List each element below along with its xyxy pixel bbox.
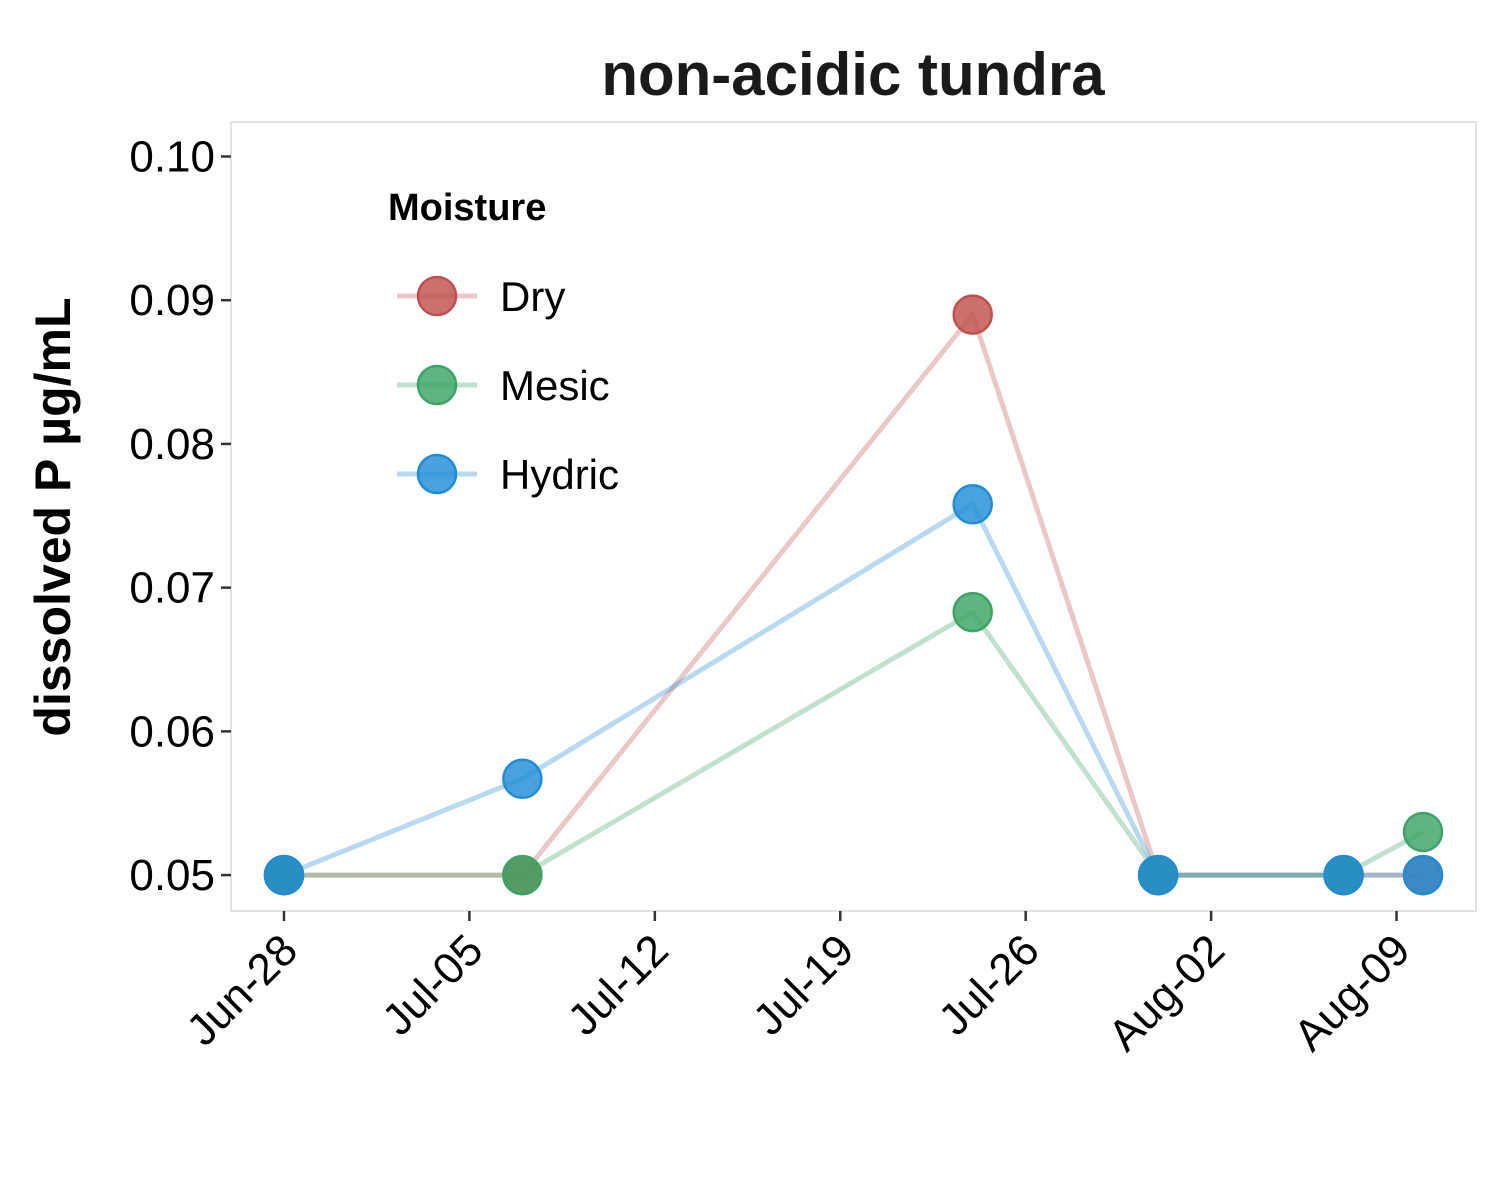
y-tick-label: 0.07 [129,564,215,613]
data-point-hydric [1137,854,1179,896]
data-point-mesic [1402,811,1444,853]
y-tick-label: 0.10 [129,132,215,181]
x-tick-label: Jul-05 [373,925,492,1044]
series-points [263,294,1444,896]
legend: Moisture Dry Mesic Hydric [388,187,619,498]
x-tick-label: Aug-09 [1285,925,1420,1060]
legend-label-dry: Dry [500,273,565,320]
y-tick-label: 0.09 [129,276,215,325]
x-tick-label: Jul-12 [559,925,678,1044]
legend-key-point-mesic [416,364,458,406]
series-line-hydric [283,501,1423,878]
legend-key-point-hydric [416,453,458,495]
x-tick-label: Aug-02 [1099,925,1234,1060]
data-point-hydric [502,758,543,800]
x-tick-label: Jun-28 [177,925,307,1055]
data-point-hydric [1323,854,1364,896]
x-tick-label: Jul-26 [929,925,1048,1044]
legend-label-mesic: Mesic [500,362,610,409]
legend-key-point-dry [416,275,458,317]
x-tick-label: Jul-19 [744,925,863,1044]
y-axis: 0.05 0.06 0.07 0.08 0.09 0.10 [129,132,231,900]
data-point-hydric [263,854,305,896]
y-tick-label: 0.06 [129,707,215,756]
legend-label-hydric: Hydric [500,451,619,498]
chart-title: non-acidic tundra [601,41,1105,108]
data-point-dry [952,294,993,335]
series-lines [283,312,1425,878]
series-line-mesic [284,609,1425,878]
y-axis-label: dissolved P µg/mL [25,297,81,736]
y-tick-label: 0.08 [129,420,215,469]
data-point-mesic [952,591,993,633]
plot-panel-border [230,121,1477,912]
legend-title: Moisture [388,187,546,229]
data-point-mesic [502,854,543,896]
data-point-hydric [1402,854,1444,896]
series-line-dry [284,312,1423,878]
data-point-hydric [952,484,993,525]
y-tick-label: 0.05 [129,851,215,900]
x-axis: Jun-28 Jul-05 Jul-12 Jul-19 Jul-26 Aug-02 Aug-… [177,911,1420,1060]
